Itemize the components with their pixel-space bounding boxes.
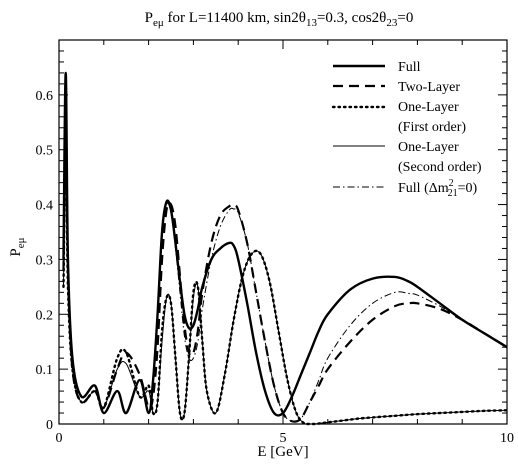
y-tick-label: 0.3 [36,253,54,268]
y-tick-label: 0.5 [36,144,54,159]
series-lines [62,71,509,426]
x-tick-label: 0 [56,431,63,446]
axis-tick-labels: 0 5 10 0 0.1 0.2 0.3 0.4 0.5 0.6 [36,89,515,446]
y-axis-label: Peμ [8,237,27,256]
x-tick-label: 5 [280,431,287,446]
legend-label-full-dm: Full (Δm2 21=0) [398,178,478,199]
plot-frame [58,39,508,425]
y-tick-label: 0.2 [36,308,54,323]
chart-title: Peμ for L=11400 km, sin2θ13=0.3, cos2θ23… [145,10,414,29]
legend-label-full: Full [398,60,421,75]
legend-label-one-layer-first-1: One-Layer [398,100,459,115]
legend-label-one-layer-second-1: One-Layer [398,140,459,155]
x-tick-label: 10 [500,431,514,446]
y-tick-label: 0 [46,418,53,433]
y-tick-label: 0.1 [36,363,54,378]
y-tick-label: 0.6 [36,89,54,104]
axis-ticks [58,39,508,425]
legend-label-one-layer-second-2: (Second order) [398,160,482,175]
legend-label-one-layer-first-2: (First order) [398,120,466,135]
series-line-4 [62,83,508,423]
x-axis-label: E [GeV] [257,444,308,460]
legend-label-two-layer: Two-Layer [398,80,460,95]
y-tick-label: 0.4 [36,199,54,214]
series-line-3 [62,149,508,425]
legend: Full Two-Layer One-Layer (First order) O… [331,60,482,199]
